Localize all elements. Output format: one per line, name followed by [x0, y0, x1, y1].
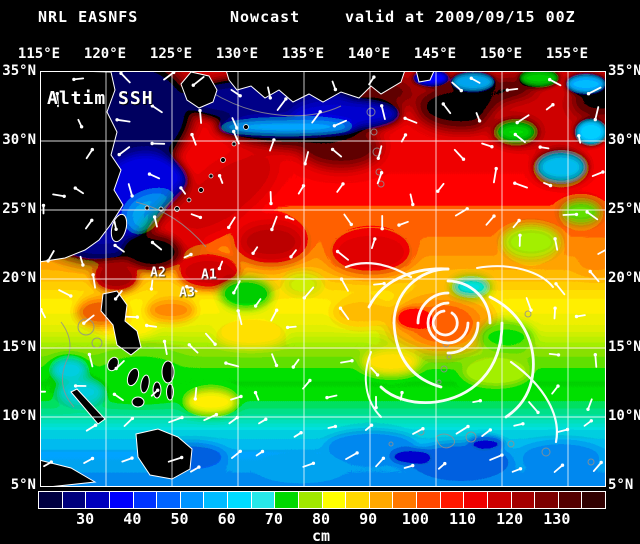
color-scale-tick: 90	[359, 510, 378, 528]
lat-label: 15°N	[608, 339, 640, 355]
color-scale-cell	[582, 492, 605, 508]
lat-label: 20°N	[608, 270, 640, 286]
color-scale-tick: 30	[76, 510, 95, 528]
lat-label: 35°N	[608, 63, 640, 79]
color-scale-cell	[157, 492, 180, 508]
color-scale-cell	[487, 492, 511, 508]
lat-label: 30°N	[608, 132, 640, 148]
lon-label: 115°E	[17, 46, 61, 62]
field-label: Altim SSH	[47, 88, 154, 109]
color-scale-tick: 100	[401, 510, 429, 528]
lat-label: 20°N	[2, 270, 36, 286]
color-scale-cell	[109, 492, 133, 508]
color-scale-tick: 120	[496, 510, 524, 528]
color-scale-tick: 80	[311, 510, 331, 528]
land-china	[38, 69, 124, 263]
lat-label: 5°N	[10, 477, 36, 493]
map-panel: Altim SSH A1 A2 A3	[1, 47, 631, 489]
velocity-vectors	[34, 70, 612, 473]
land-mindanao	[135, 428, 193, 480]
color-scale-ticks: 30 40 50 60 70 80 90 100 110 120 130	[38, 510, 604, 528]
annotation-A3: A3	[179, 285, 195, 301]
color-scale-cell	[86, 492, 109, 508]
color-scale-cell	[275, 492, 298, 508]
color-scale-cell	[133, 492, 157, 508]
lat-label: 5°N	[608, 477, 634, 493]
lat-label: 10°N	[2, 408, 36, 424]
color-scale-cell	[180, 492, 204, 508]
color-scale-cell	[440, 492, 464, 508]
lon-label: 145°E	[413, 46, 457, 62]
annotation-A2: A2	[150, 265, 166, 281]
color-scale-cell	[298, 492, 322, 508]
color-scale-unit: cm	[311, 527, 331, 544]
land-palawan	[70, 388, 106, 425]
typhoon-spiral	[344, 262, 558, 444]
color-scale-tick: 110	[448, 510, 477, 528]
lon-label: 130°E	[215, 46, 259, 62]
color-scale-cell	[228, 492, 251, 508]
lat-label: 10°N	[608, 408, 640, 424]
lat-label: 15°N	[2, 339, 36, 355]
annotation-A1: A1	[201, 267, 217, 283]
color-scale-tick: 50	[170, 510, 189, 528]
color-scale-tick: 40	[123, 510, 142, 528]
color-scale-cell	[558, 492, 582, 508]
landmasses	[38, 69, 435, 489]
lon-label: 150°E	[479, 46, 523, 62]
color-scale-cell	[62, 492, 86, 508]
color-scale-cell	[251, 492, 275, 508]
lon-label: 120°E	[83, 46, 127, 62]
ryukyu-islands	[144, 124, 249, 212]
color-scale-cell	[535, 492, 558, 508]
land-japan	[225, 69, 406, 103]
land-kyushu	[180, 71, 218, 109]
color-scale-cell	[346, 492, 369, 508]
product-title: NRL EASNFS	[38, 8, 139, 26]
lat-label: 25°N	[608, 201, 640, 217]
ssh-field-map	[1, 47, 631, 489]
lon-label: 125°E	[149, 46, 193, 62]
color-scale-cell	[204, 492, 227, 508]
lon-label: 135°E	[281, 46, 325, 62]
lat-label: 35°N	[2, 63, 36, 79]
color-scale-cell	[464, 492, 487, 508]
color-scale-cell	[369, 492, 393, 508]
color-scale-cell	[393, 492, 416, 508]
lon-label: 155°E	[545, 46, 589, 62]
color-scale-tick: 70	[264, 510, 283, 528]
color-scale-tick: 60	[217, 510, 236, 528]
color-scale-cell	[39, 492, 62, 508]
land-luzon	[100, 290, 142, 356]
lon-label: 140°E	[347, 46, 391, 62]
run-mode-label: Nowcast	[230, 8, 301, 26]
color-scale-tick: 130	[543, 510, 571, 528]
lat-label: 25°N	[2, 201, 36, 217]
color-scale-cell	[417, 492, 440, 508]
lat-label: 30°N	[2, 132, 36, 148]
color-scale-cell	[511, 492, 535, 508]
color-scale-cell	[322, 492, 346, 508]
valid-time-label: valid at 2009/09/15 00Z	[345, 8, 576, 26]
color-scale-bar	[38, 491, 606, 509]
